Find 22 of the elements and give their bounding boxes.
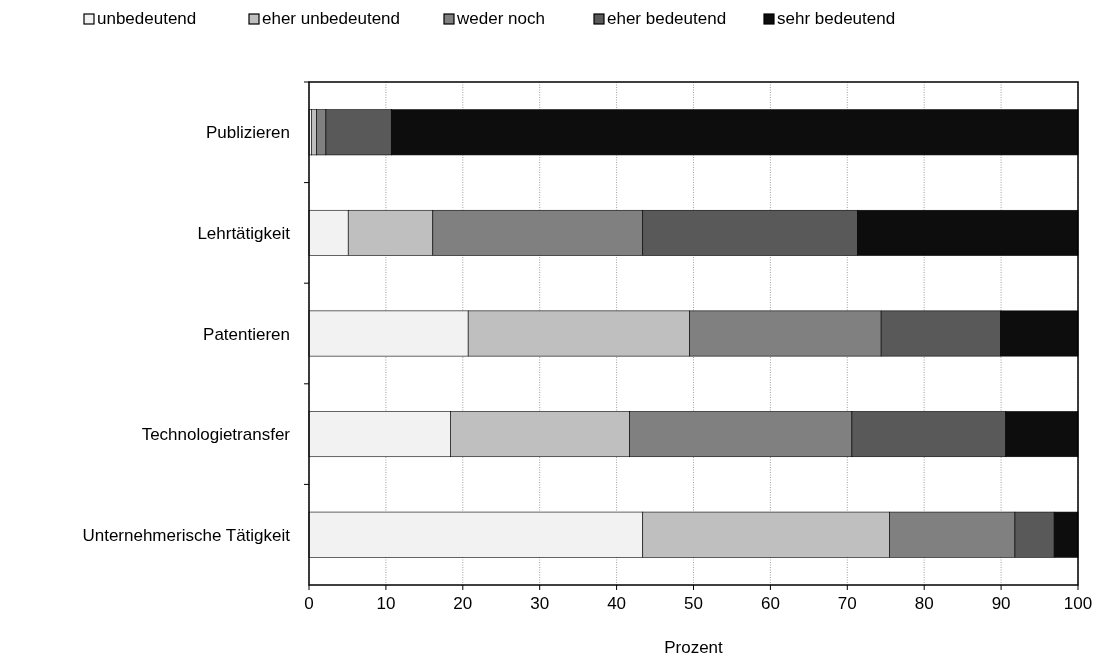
x-axis-title: Prozent (664, 638, 724, 657)
x-tick-label: 20 (453, 594, 473, 613)
legend-label: eher unbedeutend (262, 9, 401, 28)
x-tick-label: 30 (530, 594, 550, 613)
x-tick-label: 50 (684, 594, 703, 613)
x-tick-label: 80 (914, 594, 934, 613)
y-tick-label: Publizieren (205, 123, 290, 143)
x-tick-label: 0 (304, 594, 314, 613)
legend-label: unbedeutend (97, 9, 197, 28)
x-tick-label: 10 (376, 594, 396, 613)
y-tick-label: Unternehmerische Tätigkeit (82, 525, 291, 545)
legend-label: weder noch (456, 9, 545, 28)
y-tick-label: Patentieren (203, 324, 290, 344)
legend-label: eher bedeutend (607, 9, 727, 28)
x-tick-label: 40 (607, 594, 627, 613)
x-tick-label: 90 (991, 594, 1011, 613)
y-tick-label: Lehrtätigkeit (197, 223, 291, 243)
y-tick-label: Technologietransfer (141, 425, 291, 445)
x-tick-label: 60 (760, 594, 780, 613)
x-tick-label: 70 (837, 594, 857, 613)
legend-label: sehr bedeutend (777, 9, 896, 28)
x-tick-label: 100 (1063, 594, 1093, 613)
